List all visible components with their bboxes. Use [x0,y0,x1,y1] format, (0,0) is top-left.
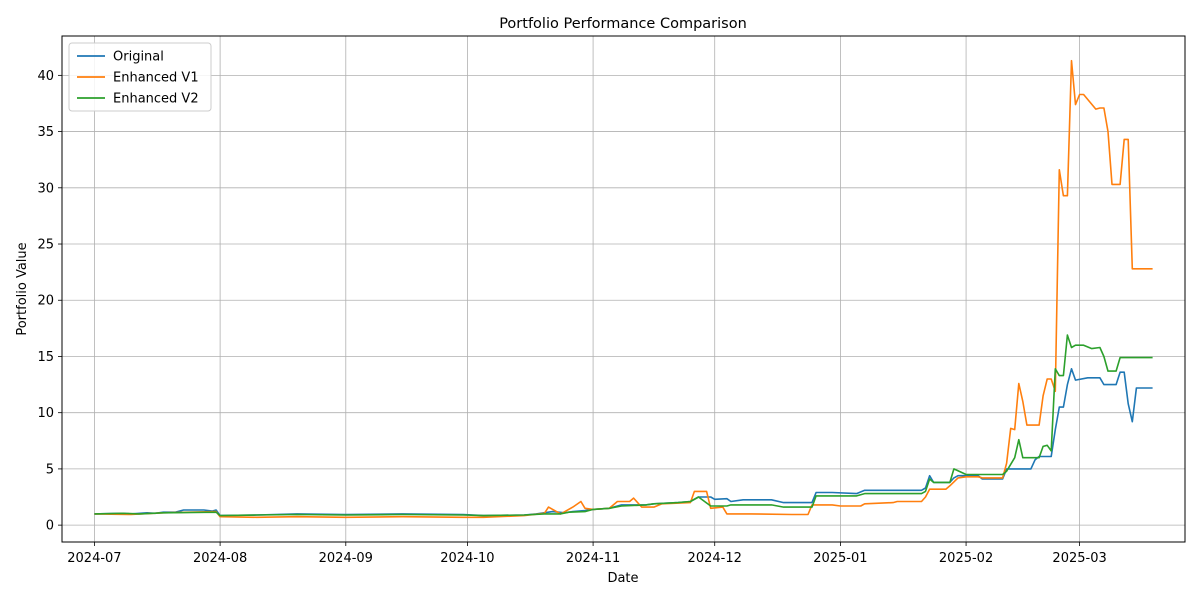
y-tick-label: 10 [37,406,54,421]
x-tick-label: 2025-01 [813,551,867,566]
x-tick-label: 2025-02 [939,551,993,566]
y-tick-label: 30 [37,181,54,196]
x-tick-label: 2025-03 [1052,551,1106,566]
legend-label: Enhanced V1 [113,71,199,86]
x-tick-label: 2024-09 [319,551,373,566]
y-tick-label: 0 [46,519,54,534]
grid [62,36,1185,542]
y-tick-label: 35 [37,125,54,140]
plot-frame [61,35,1186,543]
y-tick-label: 5 [46,462,54,477]
y-tick-label: 15 [37,350,54,365]
legend-label: Original [113,50,164,65]
y-tick-label: 40 [37,69,54,84]
x-tick-label: 2024-08 [193,551,247,566]
series-line-enhanced-v1 [94,59,1153,519]
y-axis-label: Portfolio Value [15,242,30,335]
x-tick-label: 2024-11 [566,551,620,566]
x-tick-label: 2024-12 [688,551,742,566]
series-line-enhanced-v2 [94,334,1153,517]
x-axis-label: Date [607,571,638,586]
y-tick-label: 25 [37,238,54,253]
x-tick-label: 2024-10 [440,551,494,566]
x-tick-label: 2024-07 [67,551,121,566]
y-tick-label: 20 [37,294,54,309]
chart-title: Portfolio Performance Comparison [499,16,747,32]
series-group [94,59,1153,519]
x-axis-ticks: 2024-07 2024-08 2024-09 2024-10 2024-11 2024-… [67,542,1107,566]
y-axis-ticks: 0 5 10 15 20 25 30 35 40 [37,69,62,534]
legend-box [68,42,212,112]
legend-label: Enhanced V2 [113,92,199,107]
legend: Original Enhanced V1 Enhanced V2 [68,42,212,112]
